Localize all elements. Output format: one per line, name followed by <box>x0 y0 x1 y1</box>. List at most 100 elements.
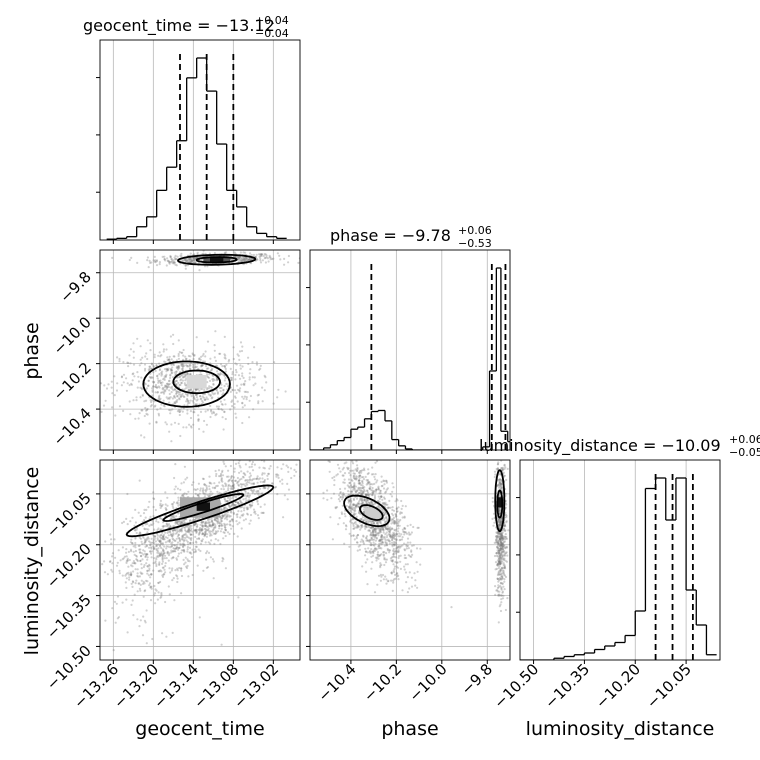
sample-point <box>260 254 263 258</box>
sample-point <box>366 493 369 496</box>
sample-point <box>181 368 184 371</box>
sample-point <box>213 482 216 485</box>
sample-point <box>499 523 502 527</box>
sample-point <box>193 261 196 264</box>
sample-point <box>498 525 501 528</box>
sample-point <box>378 538 381 541</box>
sample-point <box>220 520 223 523</box>
sample-point <box>145 553 148 556</box>
sample-point <box>339 470 342 473</box>
sample-point <box>369 531 373 534</box>
sample-point <box>171 529 174 532</box>
sample-point <box>189 533 192 536</box>
sample-point <box>370 526 373 529</box>
sample-point <box>224 514 227 517</box>
sample-point <box>268 467 271 470</box>
sample-point <box>222 531 225 534</box>
sample-point <box>239 500 242 503</box>
sample-point <box>501 466 504 469</box>
sample-point <box>167 383 170 386</box>
sample-point <box>243 382 246 385</box>
sample-point <box>251 501 254 504</box>
sample-point <box>208 518 211 521</box>
sample-point <box>203 534 206 537</box>
sample-point <box>190 260 193 263</box>
sample-point <box>206 398 209 401</box>
sample-point <box>493 541 496 545</box>
sample-point <box>496 586 499 590</box>
sample-point <box>162 535 165 538</box>
sample-point <box>352 508 355 511</box>
sample-point <box>364 550 368 553</box>
sample-point <box>168 540 171 544</box>
sample-point <box>496 589 499 592</box>
sample-point <box>360 499 363 502</box>
sample-point <box>403 554 406 557</box>
sample-point <box>131 542 134 545</box>
sample-point <box>381 526 385 529</box>
sample-point <box>177 354 180 357</box>
sample-point <box>356 525 359 528</box>
sample-point <box>234 412 237 415</box>
sample-point <box>379 496 382 499</box>
sample-point <box>186 412 189 415</box>
sample-point <box>168 382 171 385</box>
sample-point <box>403 516 406 519</box>
sample-point <box>499 552 503 555</box>
sample-point <box>372 533 375 536</box>
sample-point <box>121 601 124 604</box>
sample-point <box>191 548 194 551</box>
sample-point <box>160 570 163 573</box>
sample-point <box>352 472 355 475</box>
sample-point <box>381 541 384 544</box>
sample-point <box>165 373 168 376</box>
sample-point <box>419 547 422 550</box>
sample-point <box>231 258 234 261</box>
sample-point <box>209 532 212 536</box>
sample-point <box>121 558 124 561</box>
sample-point <box>190 426 193 429</box>
sample-point <box>371 483 374 486</box>
sample-point <box>365 570 368 573</box>
sample-point <box>166 259 169 263</box>
sample-point <box>379 522 382 525</box>
sample-point <box>227 489 230 492</box>
sample-point <box>499 562 502 565</box>
sample-point <box>355 477 358 480</box>
sample-point <box>495 535 498 538</box>
sample-point <box>170 551 173 554</box>
sample-point <box>396 547 399 550</box>
sample-point <box>383 501 386 505</box>
sample-point <box>154 259 157 262</box>
sample-point <box>385 578 388 581</box>
sample-point <box>176 567 179 570</box>
sample-point <box>258 477 262 480</box>
sample-point <box>388 551 391 554</box>
sample-point <box>218 481 221 484</box>
sample-point <box>132 399 135 402</box>
sample-point <box>387 506 390 509</box>
sample-point <box>370 526 373 529</box>
sample-point <box>209 393 212 396</box>
sample-point <box>266 487 270 490</box>
sample-point <box>500 534 503 537</box>
sample-point <box>369 533 372 536</box>
sample-point <box>144 555 147 559</box>
sample-point <box>109 533 112 536</box>
sample-point <box>256 475 259 478</box>
sample-point <box>246 494 249 497</box>
sample-point <box>360 518 363 521</box>
sample-point <box>230 486 233 489</box>
sample-point <box>210 410 213 413</box>
sample-point <box>158 397 161 400</box>
sample-point <box>358 482 361 486</box>
sample-point <box>179 542 182 545</box>
sample-point <box>181 538 184 541</box>
sample-point <box>499 510 502 513</box>
sample-point <box>143 436 146 439</box>
sample-point <box>170 549 173 552</box>
sample-point <box>154 602 157 605</box>
sample-point <box>202 360 205 363</box>
sample-point <box>392 514 395 517</box>
sample-point <box>128 384 131 387</box>
